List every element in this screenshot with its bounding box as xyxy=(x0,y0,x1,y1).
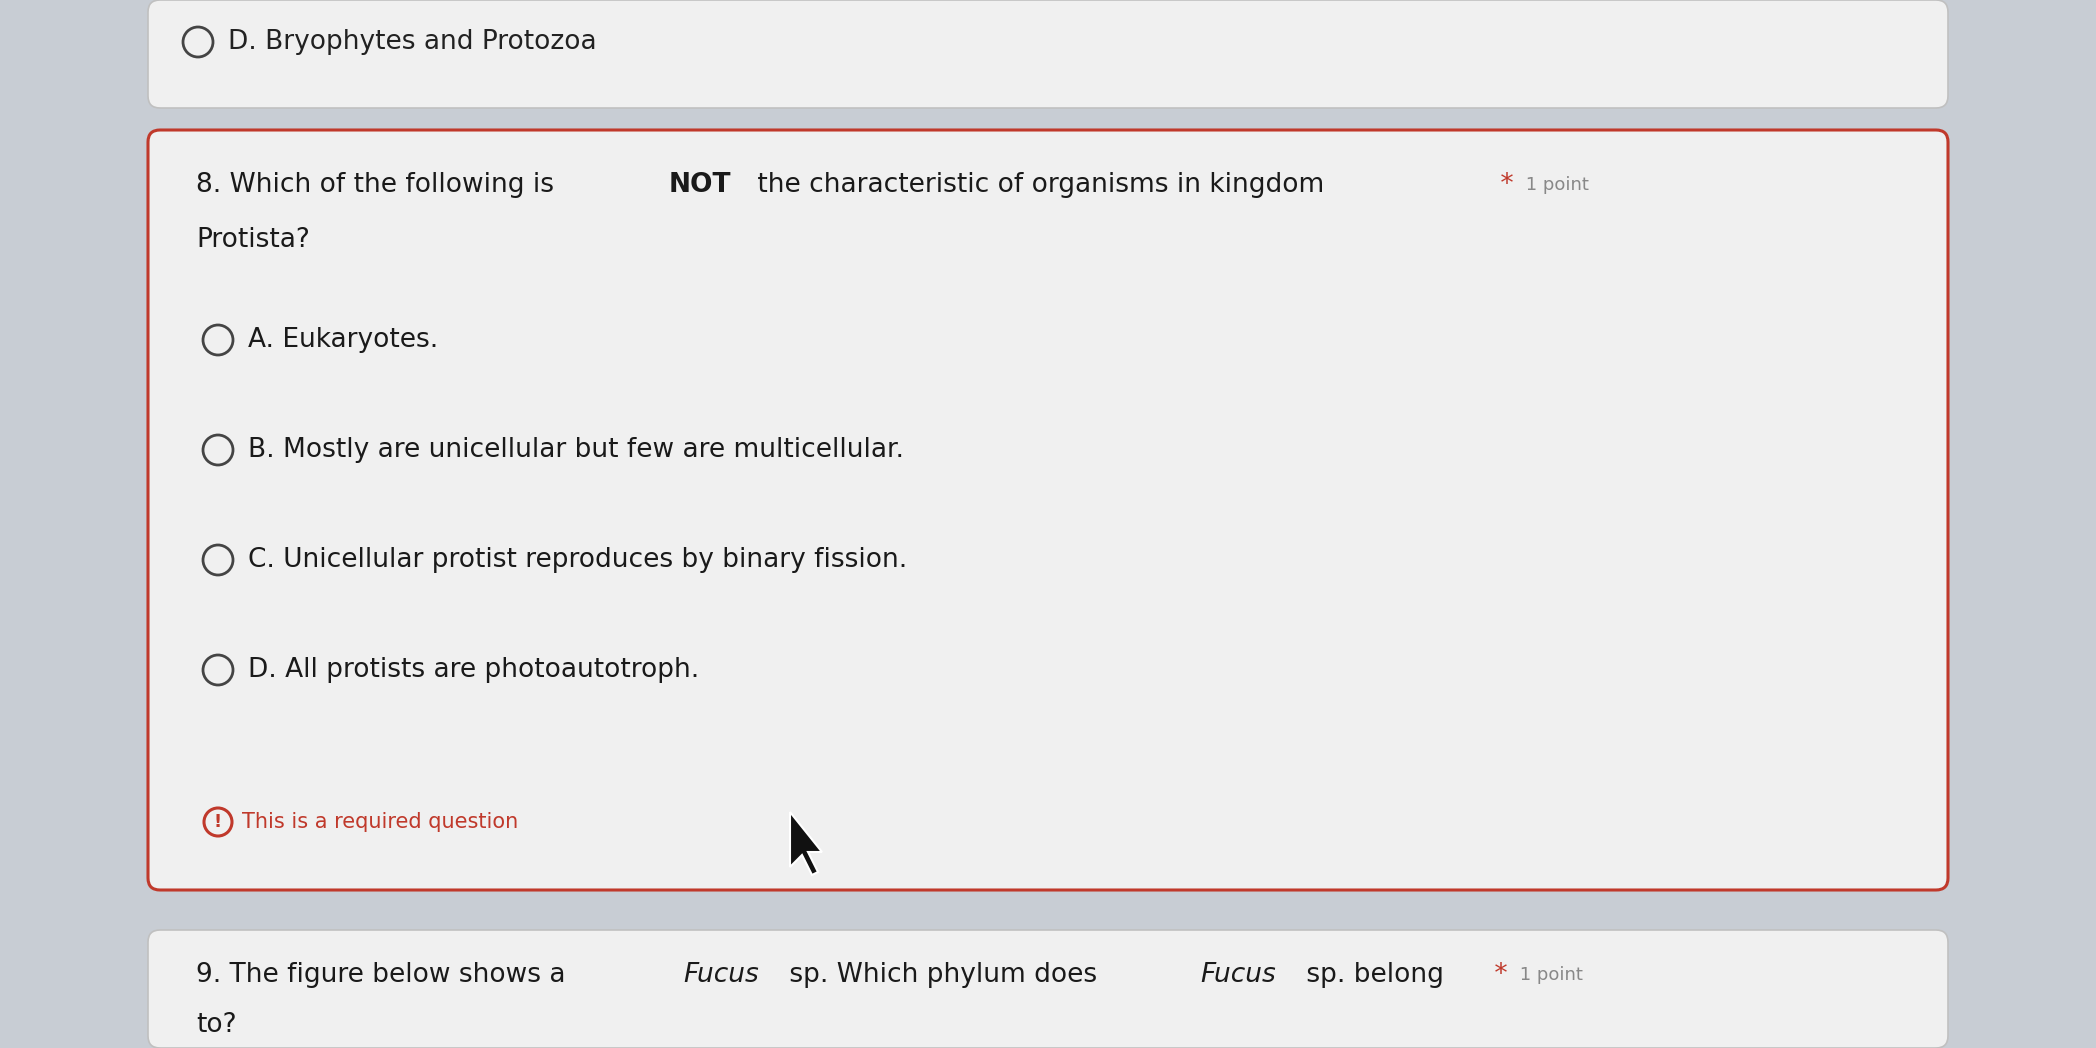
Text: Fucus: Fucus xyxy=(1201,962,1276,988)
Text: *: * xyxy=(1486,962,1507,988)
Text: Protista?: Protista? xyxy=(197,227,310,253)
Text: the characteristic of organisms in kingdom: the characteristic of organisms in kingd… xyxy=(750,172,1325,198)
Text: D. Bryophytes and Protozoa: D. Bryophytes and Protozoa xyxy=(228,29,597,54)
Text: C. Unicellular protist reproduces by binary fission.: C. Unicellular protist reproduces by bin… xyxy=(247,547,908,573)
Text: to?: to? xyxy=(197,1012,237,1038)
Polygon shape xyxy=(790,812,822,875)
FancyBboxPatch shape xyxy=(149,130,1947,890)
Text: This is a required question: This is a required question xyxy=(241,812,518,832)
Text: NOT: NOT xyxy=(669,172,732,198)
Text: A. Eukaryotes.: A. Eukaryotes. xyxy=(247,327,438,353)
Text: !: ! xyxy=(214,813,222,831)
Text: sp. belong: sp. belong xyxy=(1297,962,1444,988)
Text: 1 point: 1 point xyxy=(1520,176,1589,194)
Text: *: * xyxy=(1492,172,1513,198)
Text: 1 point: 1 point xyxy=(1513,966,1582,984)
Text: 9. The figure below shows a: 9. The figure below shows a xyxy=(197,962,574,988)
FancyBboxPatch shape xyxy=(149,0,1947,108)
Text: Fucus: Fucus xyxy=(683,962,759,988)
Text: B. Mostly are unicellular but few are multicellular.: B. Mostly are unicellular but few are mu… xyxy=(247,437,903,463)
Text: D. All protists are photoautotroph.: D. All protists are photoautotroph. xyxy=(247,657,700,683)
FancyBboxPatch shape xyxy=(149,930,1947,1048)
Text: 8. Which of the following is: 8. Which of the following is xyxy=(197,172,562,198)
Text: sp. Which phylum does: sp. Which phylum does xyxy=(782,962,1107,988)
